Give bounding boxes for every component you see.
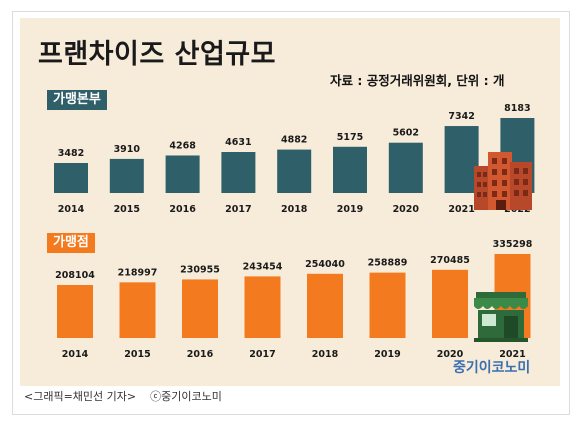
stores-year-label-2015: 2015 [124,349,150,360]
stores-value-label-2020: 270485 [430,255,470,266]
stores-bar-2014 [57,285,93,338]
section-label-stores: 가맹점 [47,233,95,253]
headquarters-year-label-2015: 2015 [114,204,140,215]
chart-title: 프랜차이즈 산업규모 [38,39,276,70]
stores-year-label-2019: 2019 [374,349,400,360]
headquarters-value-label-2017: 4631 [225,137,251,148]
stores-year-label-2021: 2021 [499,349,525,360]
headquarters-value-label-2015: 3910 [114,144,141,155]
stores-value-label-2014: 208104 [55,270,95,281]
headquarters-value-label-2016: 4268 [169,140,196,151]
headquarters-year-label-2014: 2014 [58,204,85,215]
stores-value-label-2015: 218997 [118,267,158,278]
headquarters-year-label-2018: 2018 [281,204,308,215]
stores-bar-2020 [432,269,468,338]
stores-value-label-2016: 230955 [180,264,220,275]
stores-value-label-2017: 243454 [243,261,283,272]
caption-copyright: ⓒ중기이코노미 [150,390,222,403]
headquarters-value-label-2022: 8183 [504,103,530,114]
headquarters-chart: 3482 2014 3910 2015 4268 2016 4631 2017 4882 2018… [54,103,535,215]
stores-year-label-2018: 2018 [312,349,339,360]
headquarters-year-label-2020: 2020 [393,204,420,215]
stores-bar-2015 [119,282,156,338]
storefront-icon [474,292,528,342]
caption-credit: <그래픽=채민선 기자> [24,390,137,403]
stores-value-label-2018: 254040 [305,259,345,270]
stores-value-label-2021: 335298 [493,239,533,250]
stores-value-label-2019: 258889 [368,258,408,269]
headquarters-value-label-2019: 5175 [337,132,363,143]
headquarters-bar-2018 [277,149,312,193]
headquarters-year-label-2016: 2016 [169,204,196,215]
headquarters-bar-2021 [444,126,479,193]
headquarters-bar-2019 [333,146,367,193]
office-building-icon [474,152,532,210]
stores-bar-2017 [244,276,281,338]
headquarters-value-label-2014: 3482 [58,148,84,159]
stores-bar-2019 [369,272,406,338]
stores-bar-2018 [307,273,343,338]
stores-year-label-2016: 2016 [187,349,214,360]
stores-chart: 208104 2014 218997 2015 230955 2016 243454 2017… [55,239,533,360]
headquarters-bar-2014 [54,163,88,193]
headquarters-year-label-2019: 2019 [337,204,363,215]
headquarters-value-label-2020: 5602 [393,128,419,139]
section-label-headquarters: 가맹본부 [47,90,107,110]
headquarters-bar-2017 [221,152,256,193]
brand-logo: 중기이코노미 [453,360,531,376]
headquarters-bar-2020 [388,142,423,193]
infographic-panel [20,18,560,386]
headquarters-value-label-2018: 4882 [281,135,307,146]
stores-bar-2016 [182,279,218,338]
headquarters-bar-2015 [109,158,144,193]
headquarters-year-label-2021: 2021 [448,204,474,215]
source-note: 자료 : 공정거래위원회, 단위 : 개 [330,73,505,88]
figure-caption: <그래픽=채민선 기자> ⓒ중기이코노미 [24,388,222,404]
headquarters-bar-2016 [165,155,200,193]
headquarters-value-label-2021: 7342 [448,111,474,122]
headquarters-year-label-2017: 2017 [225,204,251,215]
stores-year-label-2014: 2014 [62,349,89,360]
stores-year-label-2017: 2017 [249,349,275,360]
stores-year-label-2020: 2020 [437,349,464,360]
